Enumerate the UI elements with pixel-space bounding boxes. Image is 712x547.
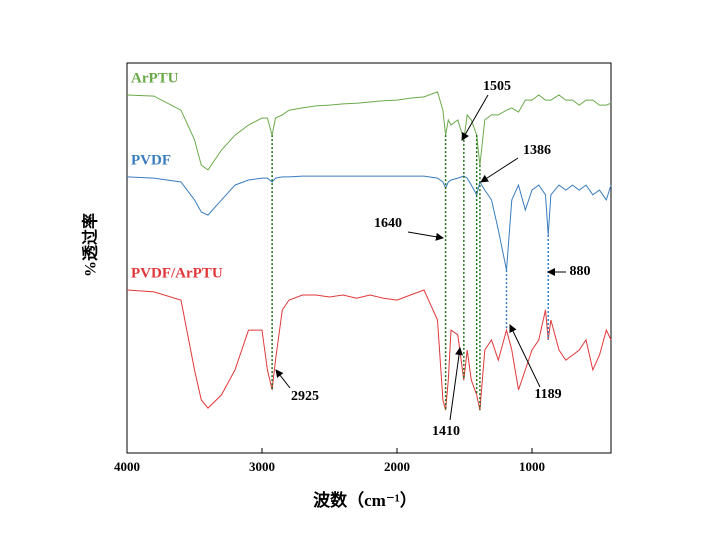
- annotation-arrow: [480, 157, 519, 183]
- annotation-arrow: [407, 231, 444, 241]
- series-line: [126, 175, 612, 271]
- annotation-arrow: [449, 347, 463, 421]
- series-line: [126, 289, 612, 411]
- annotation-label: 1189: [534, 387, 561, 402]
- annotation-arrow: [509, 324, 541, 388]
- x-tick-label: 3000: [249, 459, 275, 474]
- x-tick-label: 2000: [384, 459, 410, 474]
- annotation-arrow: [275, 369, 291, 389]
- annotation-label: 1386: [523, 143, 551, 158]
- x-tick-label: 1000: [519, 459, 545, 474]
- annotation-label: 880: [570, 264, 591, 279]
- x-tick-label: 4000: [114, 459, 140, 474]
- legend-label: ArPTU: [131, 70, 179, 86]
- annotation-label: 1505: [483, 79, 511, 94]
- legend-label: PVDF: [131, 152, 171, 168]
- plot-frame: [126, 62, 612, 454]
- annotation-arrow: [461, 94, 489, 141]
- series-line: [126, 91, 612, 171]
- annotation-label: 1410: [432, 424, 460, 439]
- x-axis-label: 波数（cm⁻¹）: [313, 490, 417, 510]
- y-axis-label: %透过率: [81, 213, 100, 277]
- legend-label: PVDF/ArPTU: [131, 265, 223, 281]
- annotation-label: 2925: [291, 389, 319, 404]
- annotation-label: 1640: [374, 216, 402, 231]
